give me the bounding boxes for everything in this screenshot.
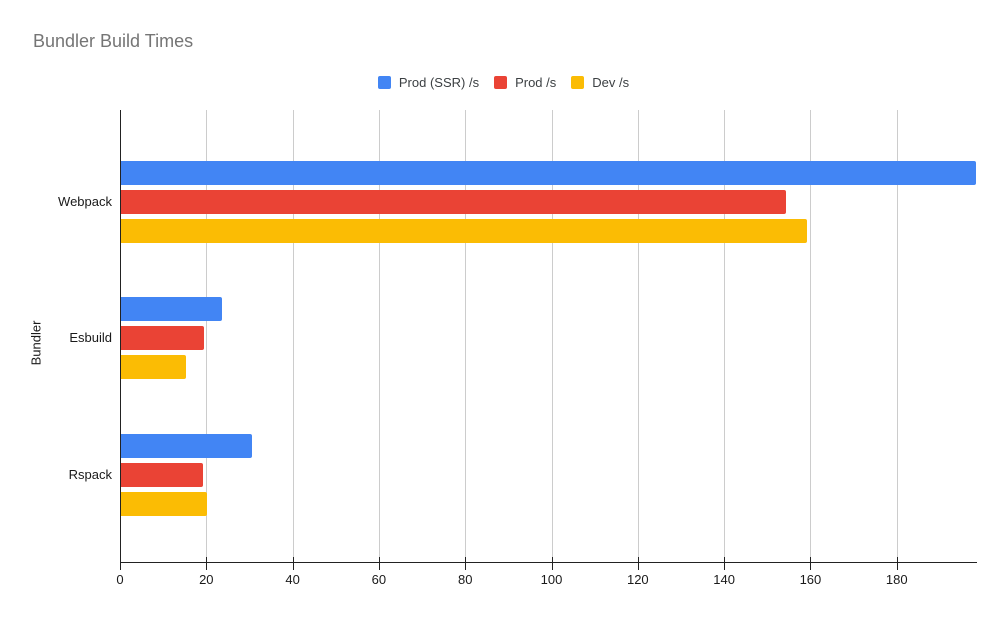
x-axis-tick-label: 160 [799,572,822,587]
x-axis-tick-160 [810,557,812,570]
gridline-60 [378,110,380,563]
x-axis-tick-label: 0 [116,572,124,587]
y-axis-line [120,110,121,563]
y-axis-title: Bundler [28,320,44,366]
legend-swatch-icon [494,76,508,89]
gridline-120 [637,110,639,563]
x-axis-tick-0 [120,557,121,570]
x-axis-tick-label: 180 [885,572,908,587]
gridline-100 [551,110,553,563]
gridline-180 [896,110,898,563]
x-axis-tick-60 [378,557,380,570]
bar-webpack-prod-ssr-s [121,161,976,185]
x-axis-tick-label: 40 [285,572,300,587]
bar-rspack-dev-s [121,492,207,516]
x-axis-tick-label: 120 [626,572,649,587]
x-axis-tick-40 [292,557,294,570]
legend-item-prod-ssr-s: Prod (SSR) /s [377,75,480,90]
bar-rspack-prod-s [121,463,204,487]
legend-swatch-icon [377,76,391,89]
category-axis-labels: Webpack Esbuild Rspack [0,0,112,623]
gridline-40 [292,110,294,563]
gridline-140 [724,110,726,563]
x-axis-tick-label: 140 [713,572,735,587]
x-axis-tick-label: 20 [199,572,214,587]
bar-esbuild-dev-s [121,355,186,379]
x-axis-tick-80 [465,557,467,570]
legend-item-prod-s: Prod /s [494,75,556,90]
legend-label: Dev /s [592,75,630,90]
category-label-webpack: Webpack [58,194,112,209]
x-axis-tick-100 [551,557,553,570]
x-axis-tick-120 [637,557,639,570]
legend-item-dev-s: Dev /s [571,75,629,90]
category-label-rspack: Rspack [68,467,112,482]
bar-webpack-dev-s [121,219,807,243]
chart-title: Bundler Build Times [33,31,194,51]
gridline-160 [810,110,812,563]
bar-webpack-prod-s [121,190,786,214]
x-axis-tick-label: 80 [457,572,473,587]
x-axis-tick-label: 100 [540,572,563,587]
gridline-20 [206,110,208,563]
x-axis-tick-180 [896,557,898,570]
bar-esbuild-prod-ssr-s [121,297,223,321]
category-label-esbuild: Esbuild [69,330,112,345]
x-axis-tick-140 [724,557,726,570]
x-axis-tick-20 [206,557,208,570]
chart-legend: Prod (SSR) /s Prod /s Dev /s [0,75,1007,90]
plot-area: 0 20 40 60 80 100 120 140 160 180 [116,110,977,587]
bar-rspack-prod-ssr-s [121,434,253,458]
x-axis-line [120,562,977,563]
bar-esbuild-prod-s [121,326,205,350]
legend-swatch-icon [571,76,585,89]
x-axis-tick-label: 60 [371,572,387,587]
gridline-80 [465,110,467,563]
legend-label: Prod (SSR) /s [398,75,480,90]
legend-label: Prod /s [515,75,557,90]
